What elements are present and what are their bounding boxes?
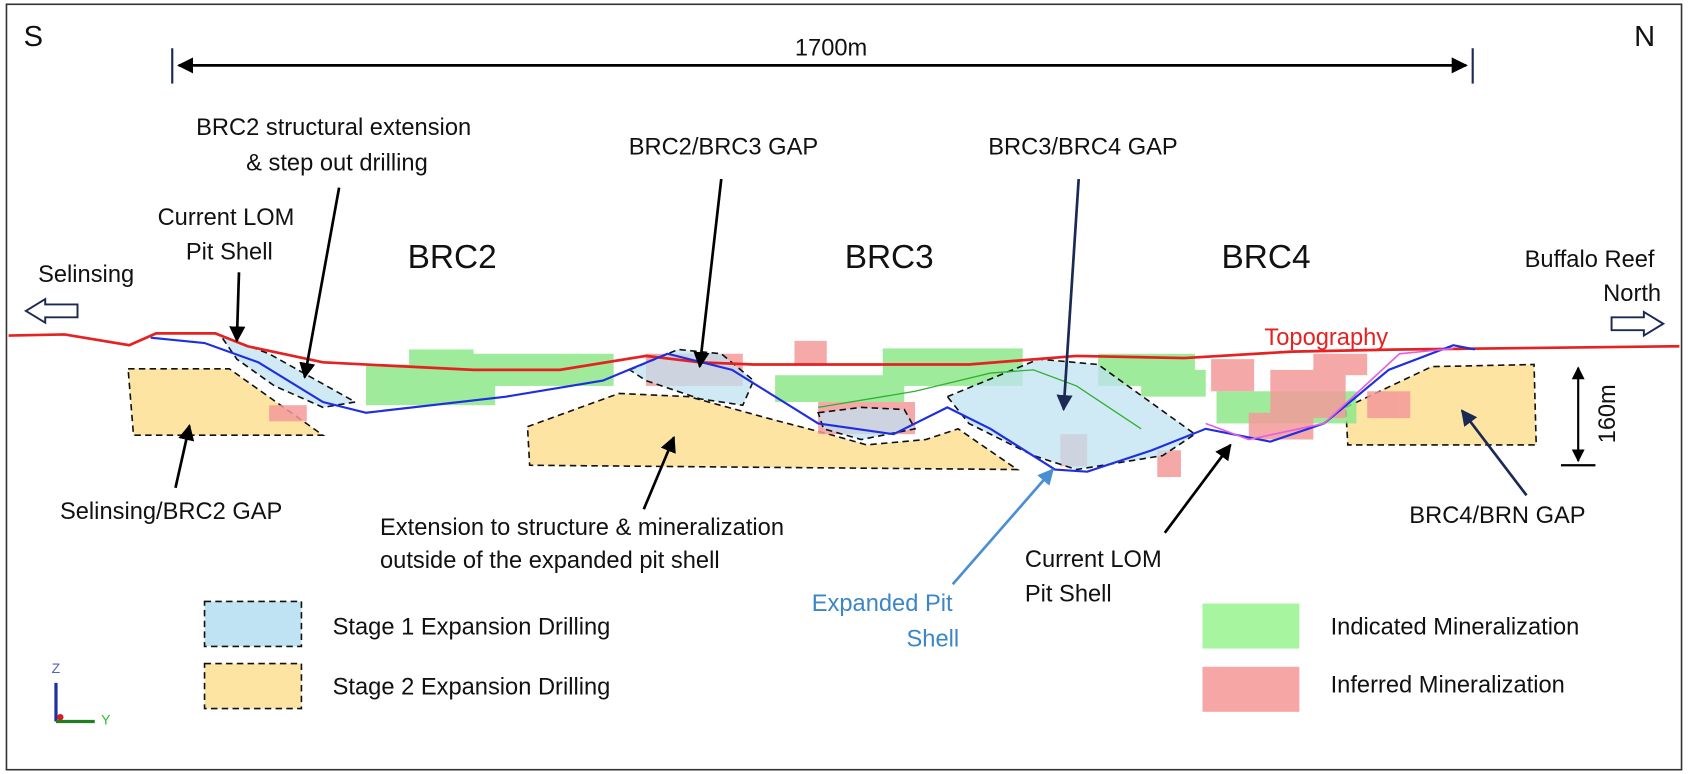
legend-label: Indicated Mineralization: [1331, 615, 1580, 641]
legend-label: Stage 2 Expansion Drilling: [333, 675, 611, 701]
zone-label: BRC3: [845, 239, 934, 276]
annotation: Selinsing/BRC2 GAP: [60, 499, 282, 525]
direction-label: Selinsing: [38, 262, 134, 288]
axis-label: Y: [101, 712, 110, 728]
current-lom-shell: [1205, 347, 1454, 441]
compass-north: N: [1634, 21, 1655, 53]
annotation: Extension to structure & mineralization …: [380, 515, 791, 574]
annotation: Current LOM Pit Shell: [158, 205, 301, 265]
axis-label: Z: [52, 660, 61, 676]
legend-swatch: [203, 600, 303, 648]
left-arrow: [23, 297, 79, 325]
expanded-pit-shell: [150, 336, 1476, 473]
horizontal-scale-label: 1700m: [795, 36, 867, 62]
annotation: BRC4/BRN GAP: [1409, 503, 1585, 529]
topography-line: [8, 332, 1680, 372]
vertical-scale-label: 160m: [1595, 384, 1621, 443]
zone-label: BRC4: [1221, 239, 1310, 276]
right-arrow: [1610, 310, 1666, 338]
annotation: BRC3/BRC4 GAP: [988, 134, 1177, 160]
legend-swatch: [1202, 666, 1300, 712]
legend-label: Stage 1 Expansion Drilling: [333, 615, 611, 641]
annotation: Current LOM Pit Shell: [1025, 547, 1168, 607]
annotation: Topography: [1264, 325, 1388, 351]
zone-label: BRC2: [408, 239, 497, 276]
annotation: BRC2 structural extension & step out dri…: [196, 115, 478, 176]
compass-south: S: [24, 21, 43, 53]
current-lom-shell: [818, 369, 1142, 430]
pointers: [174, 178, 1528, 586]
direction-label: Buffalo Reef North: [1525, 247, 1661, 307]
legend-label: Inferred Mineralization: [1331, 673, 1565, 699]
legend-swatch: [203, 662, 303, 710]
axes-icon: Z Y: [52, 660, 111, 727]
annotation: Expanded Pit Shell: [812, 591, 959, 652]
legend-swatch: [1202, 603, 1300, 649]
annotation: BRC2/BRC3 GAP: [629, 134, 818, 160]
